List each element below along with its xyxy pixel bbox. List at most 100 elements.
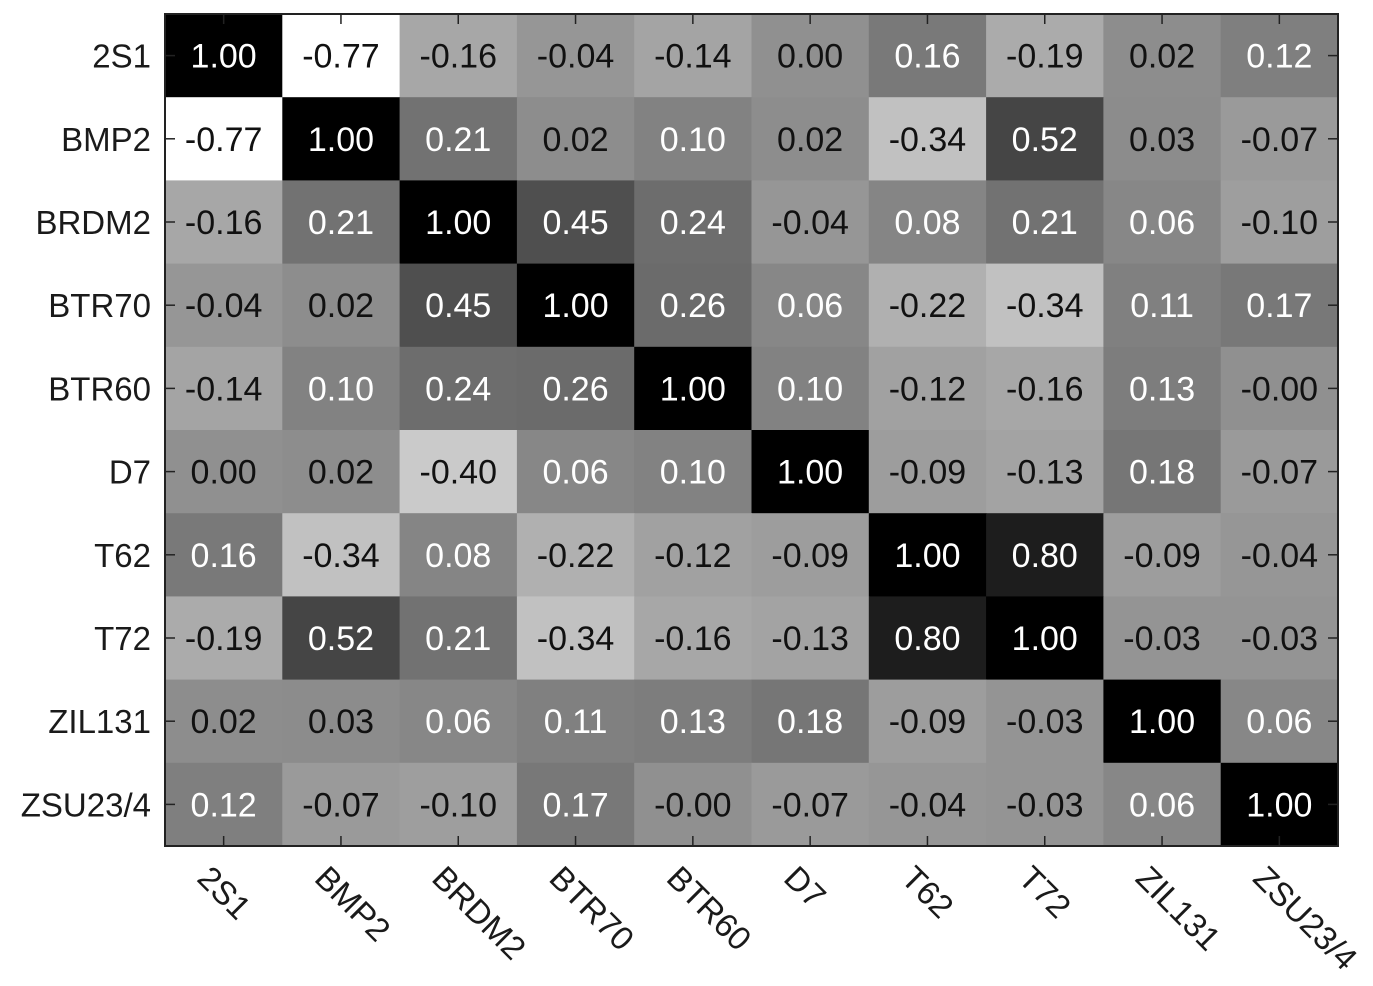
cell-value-label: -0.07 (771, 786, 849, 824)
cell-value-label: -0.04 (185, 287, 263, 325)
y-tick-label: BRDM2 (35, 204, 151, 241)
cell-value-label: -0.16 (654, 620, 732, 658)
cell-value-label: -0.13 (1006, 454, 1084, 492)
heatmap-cell (516, 180, 635, 265)
y-tick-label: T62 (94, 537, 151, 574)
heatmap-cell (751, 513, 870, 597)
heatmap-cell (1103, 263, 1222, 348)
heatmap-cell (399, 14, 518, 98)
heatmap-cell (634, 263, 753, 348)
cell-value-label: 0.24 (660, 204, 726, 242)
cell-value-label: 0.02 (191, 703, 257, 741)
cell-value-label: 0.12 (191, 786, 257, 824)
heatmap-cell (868, 346, 987, 431)
x-tick-label: T72 (1012, 859, 1078, 925)
cell-value-label: -0.00 (1241, 370, 1319, 408)
heatmap-cell (516, 762, 635, 847)
x-tick-label: BRDM2 (425, 859, 533, 967)
heatmap-cell (165, 180, 283, 265)
heatmap-cell (1220, 513, 1339, 597)
heatmap-cell (986, 263, 1104, 348)
cell-value-label: -0.12 (654, 537, 732, 575)
cell-value-label: 0.10 (660, 121, 726, 159)
y-axis-labels: 2S1 BMP2 BRDM2 BTR70 BTR60 D7 T62 T72 ZIL131 ZSU2… (21, 38, 151, 824)
cell-value-label: 0.21 (1012, 204, 1078, 242)
heatmap-cell (165, 596, 283, 681)
cell-value-label: 0.80 (894, 620, 960, 658)
heatmap-cell (165, 513, 283, 597)
cell-value-label: 0.06 (425, 703, 491, 741)
heatmap-cell (1220, 97, 1339, 181)
heatmap-cell (634, 430, 753, 514)
cell-value-label: 0.08 (425, 537, 491, 575)
cell-value-label: 0.03 (1129, 121, 1195, 159)
cell-value-label: -0.22 (537, 537, 615, 575)
heatmap-cell (399, 596, 518, 681)
cell-value-label: 0.21 (425, 620, 491, 658)
cell-value-label: 0.08 (894, 204, 960, 242)
heatmap-cell (165, 762, 283, 847)
x-tick-label: T62 (895, 859, 961, 925)
heatmap-frame (164, 13, 1339, 847)
cell-value-label: 0.18 (1129, 454, 1195, 492)
cell-value-label: -0.14 (185, 370, 263, 408)
cell-value-label: 0.26 (660, 287, 726, 325)
heatmap-cell (399, 762, 518, 847)
heatmap-cell (986, 679, 1104, 764)
y-tick-label: 2S1 (92, 38, 151, 75)
heatmap-cell (751, 263, 870, 348)
heatmap-cell (634, 679, 753, 764)
heatmap-cell (751, 679, 870, 764)
heatmap-cell (399, 180, 518, 265)
heatmap-cell (1103, 513, 1222, 597)
heatmap-cell (634, 180, 753, 265)
heatmap-cell (516, 263, 635, 348)
cell-value-label: 0.52 (308, 620, 374, 658)
heatmap-cell (399, 263, 518, 348)
heatmap-cell (986, 762, 1104, 847)
x-tick-label: BTR70 (543, 859, 642, 958)
cell-value-label: 0.52 (1012, 121, 1078, 159)
heatmap-cell (634, 14, 753, 98)
cell-value-label: -0.14 (654, 38, 732, 76)
cell-value-label: 1.00 (308, 121, 374, 159)
cell-value-label: 0.21 (308, 204, 374, 242)
heatmap-cell (751, 596, 870, 681)
cell-value-label: 0.13 (1129, 370, 1195, 408)
cell-value-label: 0.45 (425, 287, 491, 325)
heatmap-cell (1103, 679, 1222, 764)
heatmap-cell (399, 97, 518, 181)
y-tick-label: BMP2 (61, 121, 151, 158)
cell-value-label: -0.04 (889, 786, 967, 824)
heatmap-cell (282, 513, 401, 597)
cell-value-label: -0.04 (537, 38, 615, 76)
heatmap-cell (165, 263, 283, 348)
heatmap-cell (634, 762, 753, 847)
cell-value-label: -0.34 (537, 620, 615, 658)
cell-value-label: 0.03 (308, 703, 374, 741)
heatmap-cell (165, 97, 283, 181)
heatmap-cell (986, 346, 1104, 431)
cell-value-label: -0.77 (302, 38, 380, 76)
heatmap-cell (868, 762, 987, 847)
heatmap-cell (1220, 430, 1339, 514)
cell-value-label: -0.34 (302, 537, 380, 575)
heatmap-cell (1103, 14, 1222, 98)
heatmap-cell (282, 14, 401, 98)
cell-value-label: -0.10 (1241, 204, 1319, 242)
cell-value-label: 1.00 (425, 204, 491, 242)
cell-value-label: 0.10 (660, 454, 726, 492)
heatmap-cell (1103, 180, 1222, 265)
heatmap-cell (282, 430, 401, 514)
cell-value-label: 0.06 (542, 454, 608, 492)
cell-value-label: -0.16 (1006, 370, 1084, 408)
heatmap-cell (1103, 346, 1222, 431)
cell-value-label: -0.13 (771, 620, 849, 658)
heatmap-cell (516, 97, 635, 181)
heatmap-cell (516, 346, 635, 431)
cell-value-label: -0.40 (420, 454, 498, 492)
x-tick-label: ZSU23/4 (1246, 859, 1364, 977)
cell-value-label: 0.45 (542, 204, 608, 242)
cell-value-label: -0.16 (185, 204, 263, 242)
